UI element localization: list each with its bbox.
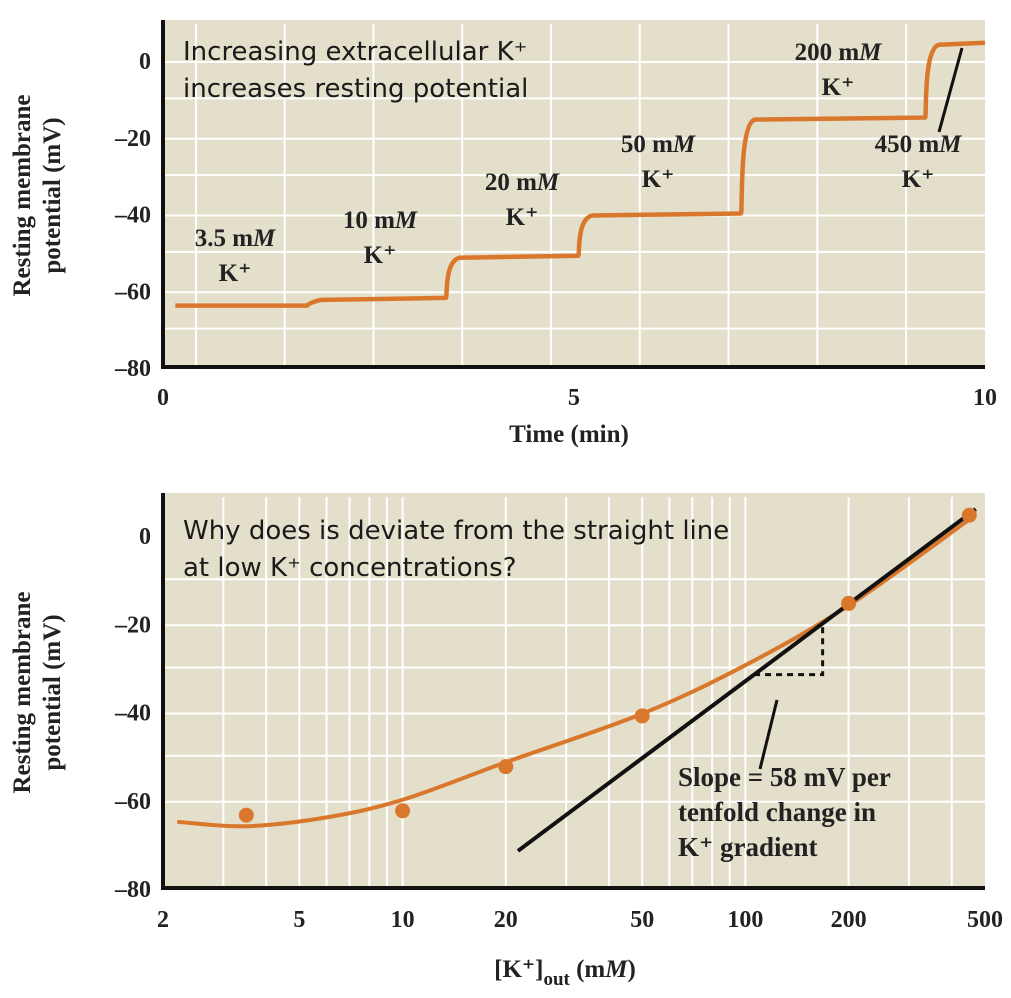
- y-axis-label-line: potential (mV): [39, 614, 66, 770]
- y-tick-label: –40: [114, 701, 151, 727]
- x-tick-label: 100: [727, 907, 763, 933]
- step-label: 10 mM: [343, 207, 418, 234]
- leader-line: [937, 47, 964, 133]
- x-tick-label: 20: [494, 907, 518, 933]
- data-point: [395, 803, 411, 819]
- step-label: 3.5 mM: [195, 225, 276, 252]
- chart-annotation: Increasing extracellular K⁺: [183, 37, 527, 67]
- text-run: [K⁺]: [494, 956, 543, 983]
- time-course-chart: Resting membrane potential (mV) 0 –20 –40 –60…: [9, 20, 997, 448]
- text-run: (m: [570, 956, 606, 983]
- slope-triangle: [754, 623, 825, 677]
- text-run: 20: [485, 169, 516, 196]
- y-tick-label: 0: [139, 524, 151, 550]
- text-run: 200: [795, 39, 839, 66]
- y-axis-label-line: potential (mV): [39, 117, 66, 273]
- membrane-potential-trace: [175, 40, 986, 308]
- text-run: M: [394, 207, 418, 234]
- step-label: 20 mM: [485, 169, 560, 196]
- text-run: out: [543, 969, 570, 990]
- nernst-slope-line: [516, 507, 977, 853]
- y-tick-label: –80: [114, 356, 151, 382]
- y-tick-label: –60: [114, 789, 151, 815]
- text-run: 450: [875, 131, 919, 158]
- step-label: 450 mM: [875, 131, 963, 158]
- concentration-chart: Resting membrane potential (mV) 0 –20 –40 –60…: [9, 490, 1003, 990]
- y-axis-label-line: Resting membrane: [9, 591, 36, 793]
- y-axis-label-line: Resting membrane: [9, 94, 36, 296]
- y-axis-label: Resting membrane potential (mV): [9, 591, 66, 793]
- step-label-ion: K⁺: [902, 166, 935, 193]
- x-tick-label: 10: [391, 907, 415, 933]
- y-tick-label: –20: [114, 126, 151, 152]
- slope-annotation: K⁺ gradient: [678, 832, 818, 862]
- step-label: 200 mM: [795, 39, 883, 66]
- y-tick-label: –40: [114, 203, 151, 229]
- slope-annotation: Slope = 58 mV per: [678, 762, 891, 792]
- text-run: 10: [343, 207, 374, 234]
- text-run: 50: [621, 131, 652, 158]
- chart-annotation: at low K⁺ concentrations?: [183, 553, 517, 583]
- x-tick-label: 5: [293, 907, 305, 933]
- text-run: m: [374, 207, 395, 234]
- x-axis-label: [K⁺]out (mM): [494, 956, 636, 990]
- data-point: [961, 507, 977, 523]
- data-point: [238, 807, 254, 823]
- slope-annotation: tenfold change in: [678, 797, 876, 827]
- text-run: M: [252, 225, 276, 252]
- x-tick-label: 5: [568, 385, 580, 411]
- x-tick-label: 500: [967, 907, 1003, 933]
- text-run: m: [838, 39, 859, 66]
- data-point: [498, 759, 514, 775]
- text-run: m: [918, 131, 939, 158]
- text-run: M: [672, 131, 696, 158]
- step-label-ion: K⁺: [822, 74, 855, 101]
- leader-line: [758, 699, 779, 770]
- text-run: m: [516, 169, 537, 196]
- step-label-ion: K⁺: [506, 204, 539, 231]
- step-label-ion: K⁺: [364, 242, 397, 269]
- x-tick-label: 50: [630, 907, 654, 933]
- y-tick-label: –80: [114, 877, 151, 903]
- text-run: M: [536, 169, 560, 196]
- text-run: M: [858, 39, 882, 66]
- chart-annotation: increases resting potential: [183, 74, 528, 104]
- x-tick-label: 0: [157, 385, 169, 411]
- x-tick-label: 2: [157, 907, 169, 933]
- step-label-ion: K⁺: [219, 260, 252, 287]
- text-run: 3.5: [195, 225, 233, 252]
- x-axis-label: Time (min): [509, 421, 629, 448]
- step-label-ion: K⁺: [642, 166, 675, 193]
- text-run: M: [938, 131, 962, 158]
- chart-annotation: Why does is deviate from the straight li…: [183, 516, 729, 546]
- plot-background: [163, 20, 985, 367]
- text-run: m: [232, 225, 253, 252]
- step-label: 50 mM: [621, 131, 696, 158]
- y-axis-label: Resting membrane potential (mV): [9, 94, 66, 296]
- y-tick-label: 0: [139, 49, 151, 75]
- text-run: M: [604, 956, 628, 983]
- text-run: m: [652, 131, 673, 158]
- y-tick-label: –60: [114, 279, 151, 305]
- x-tick-label: 10: [973, 385, 997, 411]
- data-point: [634, 708, 650, 724]
- data-point: [841, 595, 857, 611]
- text-run: ): [628, 956, 636, 983]
- x-tick-label: 200: [831, 907, 867, 933]
- y-tick-label: –20: [114, 612, 151, 638]
